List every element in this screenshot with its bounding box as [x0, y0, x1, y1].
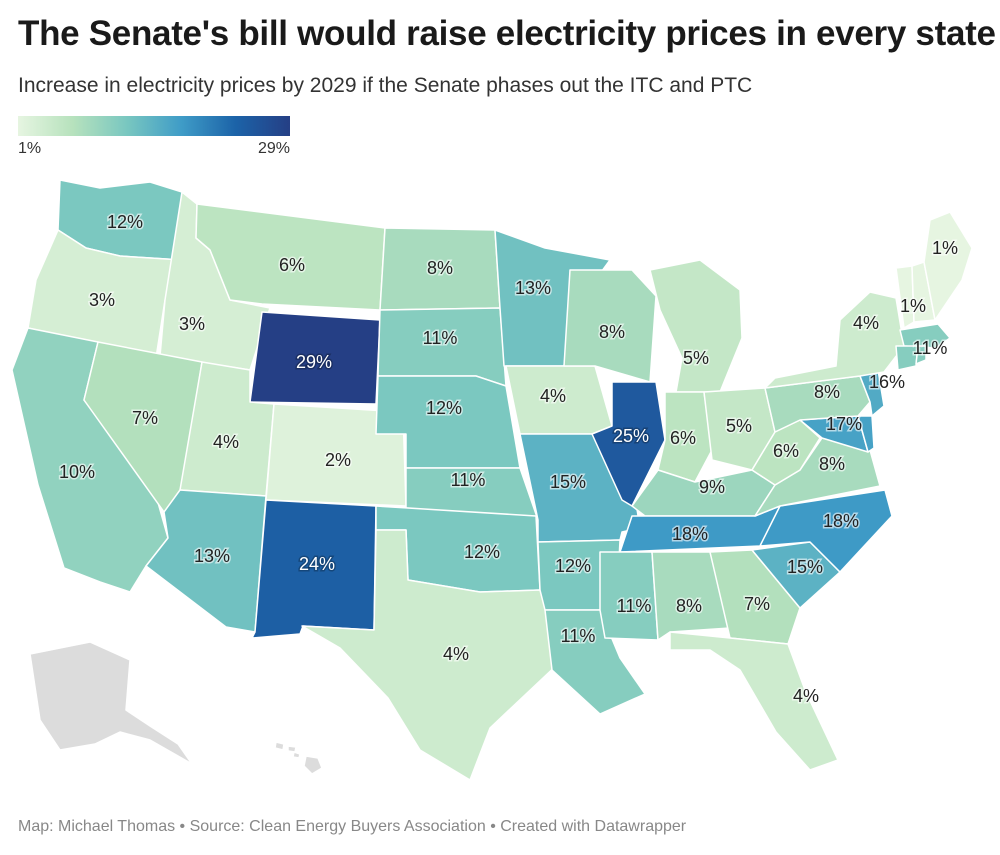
- us-state-map: 12% 3% 10% 3% 7% 6% 29% 4% 13% 2% 24% 8% 11% 12% 11% 12…: [11, 179, 973, 781]
- state-label-ma: 11%: [913, 338, 948, 358]
- state-label-nd: 8%: [427, 258, 453, 278]
- state-hi[interactable]: [303, 755, 323, 775]
- state-label-ca: 10%: [59, 462, 95, 482]
- state-label-ga: 7%: [744, 594, 770, 614]
- state-label-va: 8%: [819, 454, 845, 474]
- state-hi-part-2[interactable]: [287, 745, 297, 753]
- state-label-la: 11%: [561, 626, 596, 646]
- state-label-wy: 29%: [296, 352, 332, 372]
- state-ri[interactable]: [915, 345, 927, 365]
- source-credit: Map: Michael Thomas • Source: Clean Ener…: [18, 818, 687, 835]
- state-ma[interactable]: [899, 323, 951, 349]
- state-label-wa: 12%: [107, 212, 143, 232]
- state-label-md: 17%: [826, 414, 862, 434]
- state-me[interactable]: [923, 211, 973, 321]
- state-label-ne: 12%: [426, 398, 462, 418]
- state-label-sc: 15%: [787, 557, 823, 577]
- state-label-fl: 4%: [793, 686, 819, 706]
- state-il[interactable]: [591, 381, 666, 507]
- chart-title: The Senate's bill would raise electricit…: [18, 14, 996, 53]
- state-label-mo: 15%: [550, 472, 586, 492]
- state-hi-part-3[interactable]: [292, 751, 301, 759]
- state-label-me: 1%: [932, 238, 958, 258]
- state-label-sd: 11%: [423, 328, 458, 348]
- state-wy[interactable]: [249, 311, 381, 405]
- state-label-ok: 12%: [464, 542, 500, 562]
- state-tx[interactable]: [301, 529, 561, 781]
- legend-gradient-bar: [18, 116, 290, 136]
- state-ga[interactable]: [709, 549, 801, 645]
- state-de[interactable]: [857, 415, 875, 453]
- state-label-mi: 5%: [683, 348, 709, 368]
- state-label-in: 6%: [670, 428, 696, 448]
- state-ct[interactable]: [895, 345, 919, 371]
- state-mi[interactable]: [649, 259, 743, 393]
- state-label-wi: 8%: [599, 322, 625, 342]
- state-label-nh: 1%: [900, 296, 926, 316]
- state-al[interactable]: [651, 551, 731, 641]
- state-label-ks: 11%: [451, 470, 486, 490]
- state-label-az: 13%: [194, 546, 230, 566]
- state-label-mn: 13%: [515, 278, 551, 298]
- state-label-oh: 5%: [726, 416, 752, 436]
- state-label-or: 3%: [89, 290, 115, 310]
- state-label-nv: 7%: [132, 408, 158, 428]
- state-label-pa: 8%: [814, 382, 840, 402]
- legend-min-label: 1%: [18, 140, 42, 157]
- state-label-wv: 6%: [773, 441, 799, 461]
- state-label-id: 3%: [179, 314, 205, 334]
- color-legend: 1% 29%: [18, 116, 290, 158]
- state-label-mt: 6%: [279, 255, 305, 275]
- state-label-ia: 4%: [540, 386, 566, 406]
- state-hi-part-1[interactable]: [274, 741, 285, 751]
- state-label-il: 25%: [613, 426, 649, 446]
- state-ms[interactable]: [599, 551, 659, 641]
- state-label-ar: 12%: [555, 556, 591, 576]
- state-label-ms: 11%: [617, 596, 652, 616]
- state-label-ny: 4%: [853, 313, 879, 333]
- state-ak[interactable]: [29, 641, 193, 765]
- state-label-tn: 18%: [672, 524, 708, 544]
- chart-subtitle: Increase in electricity prices by 2029 i…: [18, 74, 753, 97]
- state-ny[interactable]: [764, 291, 905, 389]
- state-label-tx: 4%: [443, 644, 469, 664]
- state-fl[interactable]: [669, 631, 839, 771]
- legend-max-label: 29%: [257, 140, 290, 157]
- state-label-ky: 9%: [699, 477, 725, 497]
- state-label-nj: 16%: [869, 372, 905, 392]
- state-label-al: 8%: [676, 596, 702, 616]
- state-label-co: 2%: [325, 450, 351, 470]
- state-label-nm: 24%: [299, 554, 335, 574]
- state-label-ut: 4%: [213, 432, 239, 452]
- state-label-nc: 18%: [823, 511, 859, 531]
